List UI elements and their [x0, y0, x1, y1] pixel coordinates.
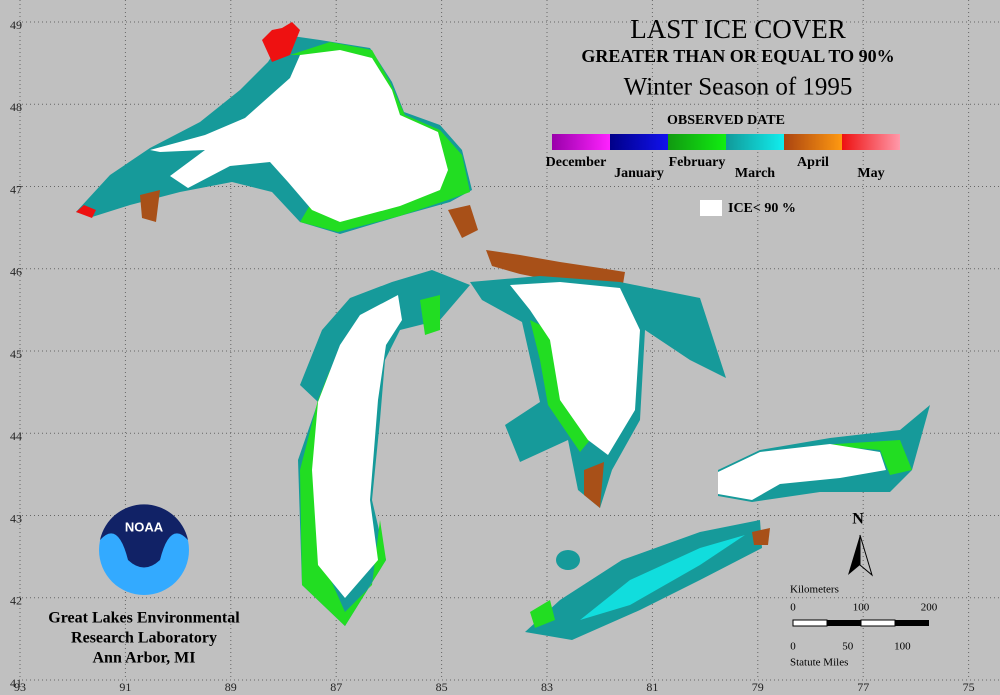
- legend-swatch: [552, 134, 610, 150]
- longitude-label: 85: [436, 680, 448, 694]
- ice-may: [76, 205, 96, 218]
- title: LAST ICE COVER: [630, 14, 846, 44]
- credit-line: Great Lakes Environmental: [48, 610, 240, 627]
- latitude-label: 41: [10, 676, 22, 690]
- lake-superior: [76, 22, 478, 238]
- legend-label: May: [857, 166, 884, 181]
- legend-label: January: [614, 166, 664, 181]
- latitude-label: 48: [10, 100, 22, 114]
- legend-label: February: [669, 155, 726, 170]
- ice-may: [262, 22, 300, 62]
- longitude-label: 93: [14, 680, 26, 694]
- season: Winter Season of 1995: [624, 74, 853, 101]
- scale-segment: [895, 620, 929, 626]
- credit-line: Ann Arbor, MI: [93, 650, 196, 667]
- scale-segment: [860, 619, 896, 627]
- legend-swatch: [842, 134, 900, 150]
- scale-title: Kilometers: [790, 584, 839, 596]
- ice-april: [140, 190, 160, 222]
- longitude-label: 81: [646, 680, 658, 694]
- logo-text: NOAA: [125, 519, 164, 534]
- noaa-logo: NOAA: [99, 504, 189, 595]
- legend-swatch: [668, 134, 726, 150]
- legend-swatch: [610, 134, 668, 150]
- latitude-label: 43: [10, 511, 22, 525]
- mile-label: 50: [842, 641, 854, 653]
- ice-february: [820, 440, 912, 475]
- mile-label: 0: [790, 641, 796, 653]
- latitude-label: 44: [10, 429, 22, 443]
- scale-title: Statute Miles: [790, 657, 848, 669]
- legend-swatch: [726, 134, 784, 150]
- lake-huron: [470, 276, 726, 508]
- longitude-label: 75: [963, 680, 975, 694]
- north-label: N: [852, 511, 864, 528]
- ice-below-90: [510, 282, 640, 455]
- mile-label: 100: [894, 641, 911, 653]
- ice-below-90: [312, 295, 402, 598]
- scale-segment: [792, 619, 828, 627]
- ice-below-90: [150, 50, 448, 222]
- latitude-label: 45: [10, 347, 22, 361]
- longitude-label: 91: [119, 680, 131, 694]
- longitude-label: 87: [330, 680, 342, 694]
- longitude-label: 77: [857, 680, 869, 694]
- km-label: 200: [921, 602, 938, 614]
- logo-bird: [100, 504, 188, 568]
- lake-erie: [525, 520, 770, 640]
- longitude-label: 89: [225, 680, 237, 694]
- scale-segment: [827, 620, 861, 626]
- ice-march-late: [580, 535, 745, 620]
- ice-swatch: [700, 200, 722, 216]
- north-arrow: [859, 534, 873, 577]
- legend-label: December: [546, 155, 607, 170]
- ice-april: [448, 205, 478, 238]
- ice-label: ICE< 90 %: [728, 201, 796, 216]
- latitude-label: 42: [10, 594, 22, 608]
- longitude-label: 79: [752, 680, 764, 694]
- ice-february: [530, 600, 555, 628]
- lake-michigan: [298, 270, 470, 626]
- latitude-label: 46: [10, 265, 22, 279]
- scale-bar: Kilometers Statute Miles 0 100 200 0 50 100: [790, 584, 938, 669]
- credit: Great Lakes Environmental Research Labora…: [48, 610, 240, 667]
- legend-label: April: [797, 155, 829, 170]
- credit-line: Research Laboratory: [71, 630, 217, 647]
- latitude-label: 49: [10, 18, 22, 32]
- km-label: 100: [853, 602, 870, 614]
- ice-april: [752, 528, 770, 545]
- legend-label: March: [735, 166, 775, 181]
- legend-title: OBSERVED DATE: [667, 113, 785, 128]
- latitude-label: 47: [10, 182, 22, 196]
- ice-february: [420, 295, 440, 335]
- lake-st-clair: [556, 550, 580, 570]
- longitude-label: 83: [541, 680, 553, 694]
- subtitle: GREATER THAN OR EQUAL TO 90%: [581, 46, 894, 66]
- north-arrow: [848, 535, 860, 575]
- km-label: 0: [790, 602, 796, 614]
- legend: December January February March April May: [546, 134, 900, 181]
- legend-swatch: [784, 134, 842, 150]
- ice-april: [584, 462, 604, 508]
- lake-ontario: [718, 405, 930, 502]
- ice-below-90: [718, 444, 886, 500]
